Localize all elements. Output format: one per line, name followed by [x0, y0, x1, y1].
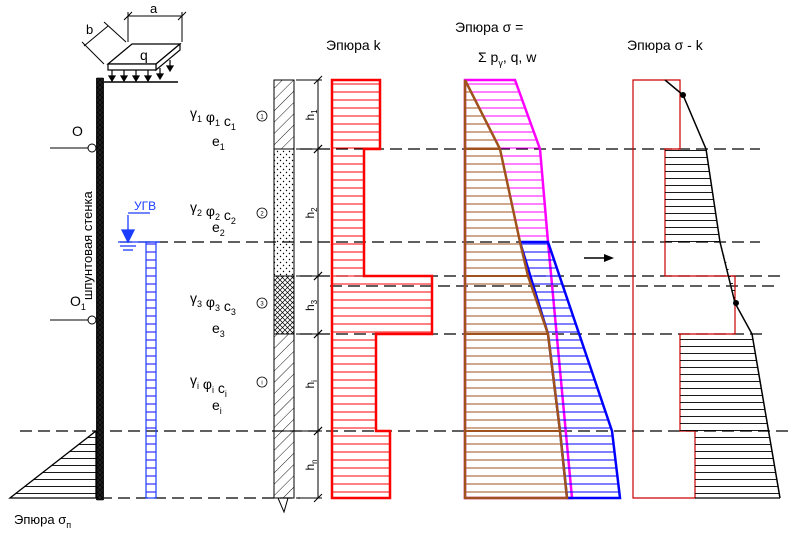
sigma-k-diagram-title: Эпюра σ - k	[627, 37, 704, 53]
load-arrows	[107, 60, 175, 83]
layer-e-text: e2	[212, 219, 225, 238]
dimension-b	[81, 21, 127, 65]
gwl-label: УГВ	[134, 199, 156, 213]
water-pressure-column	[145, 241, 157, 499]
point-o-marker	[87, 143, 97, 153]
passive-pressure-label: Эпюра σп	[14, 512, 71, 530]
sigma-diagram	[463, 78, 622, 500]
wall-label: шпунтовая стенка	[80, 190, 95, 300]
height-label: hi	[303, 380, 319, 389]
sigma-diagram-subtitle: Σ pγ, q, w	[478, 49, 537, 68]
layer-params-text: γ3 φ3 c3	[190, 290, 236, 317]
layer-heights: h1 h2 h3 hi hn	[296, 75, 323, 503]
height-label: hn	[303, 459, 319, 470]
layer-number: 3	[260, 302, 264, 308]
k-diagram-title: Эпюра k	[326, 37, 382, 53]
surcharge-load	[106, 42, 182, 72]
point-o1-label: O1	[70, 293, 86, 312]
layer-number: 2	[260, 212, 264, 218]
layer-e-text: ei	[212, 397, 222, 416]
layer-number-marker	[256, 297, 268, 309]
soil-column	[273, 79, 295, 514]
arrow-right-icon	[584, 254, 614, 262]
point-o1-marker	[87, 315, 97, 325]
layer-e-text: e3	[212, 320, 225, 339]
layer-params-text: γi φi ci	[190, 372, 227, 399]
sigma-k-diagram	[632, 79, 781, 499]
dimension-a	[123, 11, 187, 42]
height-label: h1	[303, 109, 319, 121]
dimension-b-label: b	[86, 22, 93, 37]
layer-number-marker	[256, 110, 268, 122]
sigma-diagram-title: Эпюра σ =	[455, 19, 523, 35]
layer-e-text: e1	[212, 133, 225, 152]
height-label: h2	[303, 207, 319, 219]
height-label: h3	[303, 299, 319, 311]
layer-number-marker	[256, 376, 268, 388]
k-diagram	[330, 78, 434, 500]
layer-params-text: γ2 φ2 c2	[190, 199, 236, 226]
layer-params-text: γ1 φ1 c1	[190, 105, 236, 132]
layer-number-marker	[256, 207, 268, 219]
load-q-label: q	[140, 47, 148, 63]
point-o-label: O	[72, 123, 83, 139]
sheet-pile-wall	[96, 77, 104, 501]
layer-number: i	[261, 381, 262, 387]
layer-number: 1	[260, 115, 264, 121]
dimension-a-label: a	[150, 1, 158, 16]
passive-pressure-diagram	[8, 429, 97, 499]
